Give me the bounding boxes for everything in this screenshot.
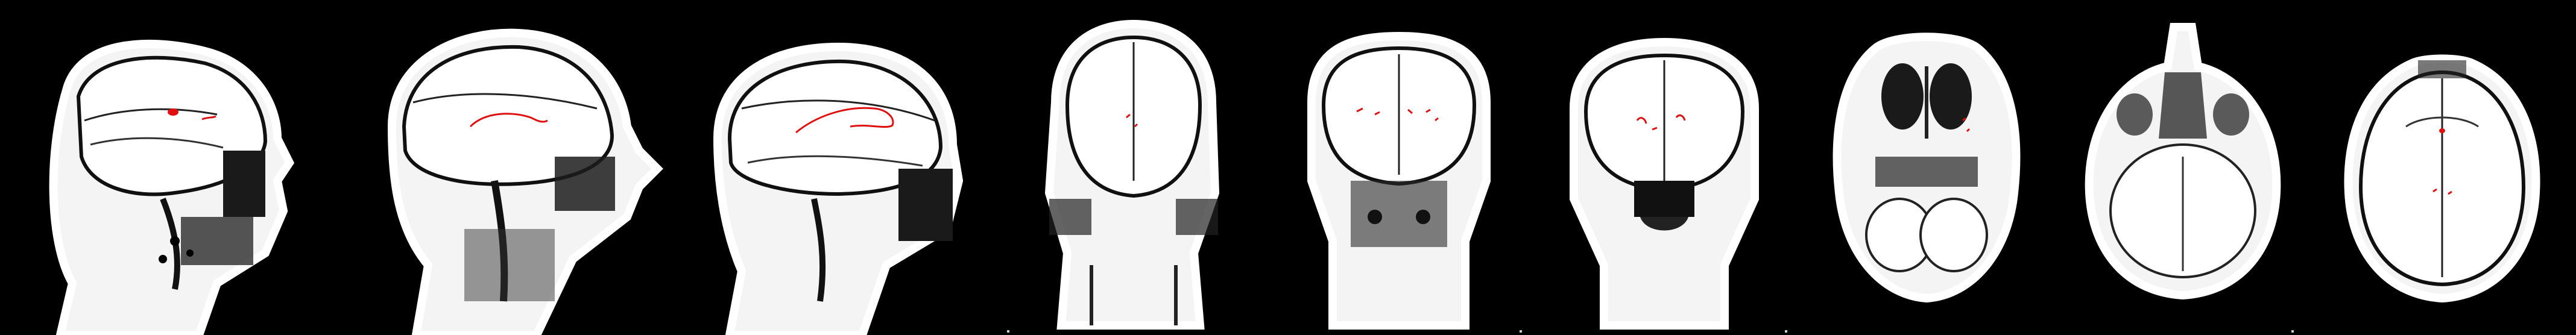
sagittal-slice-3-graphic xyxy=(713,42,964,335)
mri-panel-axial-3 xyxy=(2328,0,2557,335)
scale-tick xyxy=(1007,330,1009,333)
mri-panel-sagittal-2 xyxy=(356,0,669,335)
scale-tick xyxy=(2291,330,2294,333)
scale-tick xyxy=(1520,330,1522,333)
mri-panel-coronal-1 xyxy=(1025,0,1242,335)
scale-tick xyxy=(1785,330,1787,333)
axial-slice-2-graphic xyxy=(2085,23,2281,300)
mri-panel-axial-2 xyxy=(2068,0,2297,335)
axial-slice-1-graphic xyxy=(1833,33,2021,303)
sagittal-slice-1-graphic xyxy=(49,39,295,335)
mri-panel-sagittal-3 xyxy=(693,0,989,335)
mri-panel-coronal-3 xyxy=(1550,0,1779,335)
coronal-slice-2-graphic xyxy=(1307,31,1491,330)
coronal-slice-1-graphic xyxy=(1044,19,1220,330)
mri-panel-coronal-2 xyxy=(1284,0,1514,335)
mri-panel-sagittal-1 xyxy=(24,0,326,335)
sagittal-slice-2-graphic xyxy=(387,28,663,335)
coronal-slice-3-graphic xyxy=(1570,37,1759,330)
mri-panel-axial-1 xyxy=(1809,0,2044,335)
axial-slice-3-graphic xyxy=(2344,54,2540,303)
